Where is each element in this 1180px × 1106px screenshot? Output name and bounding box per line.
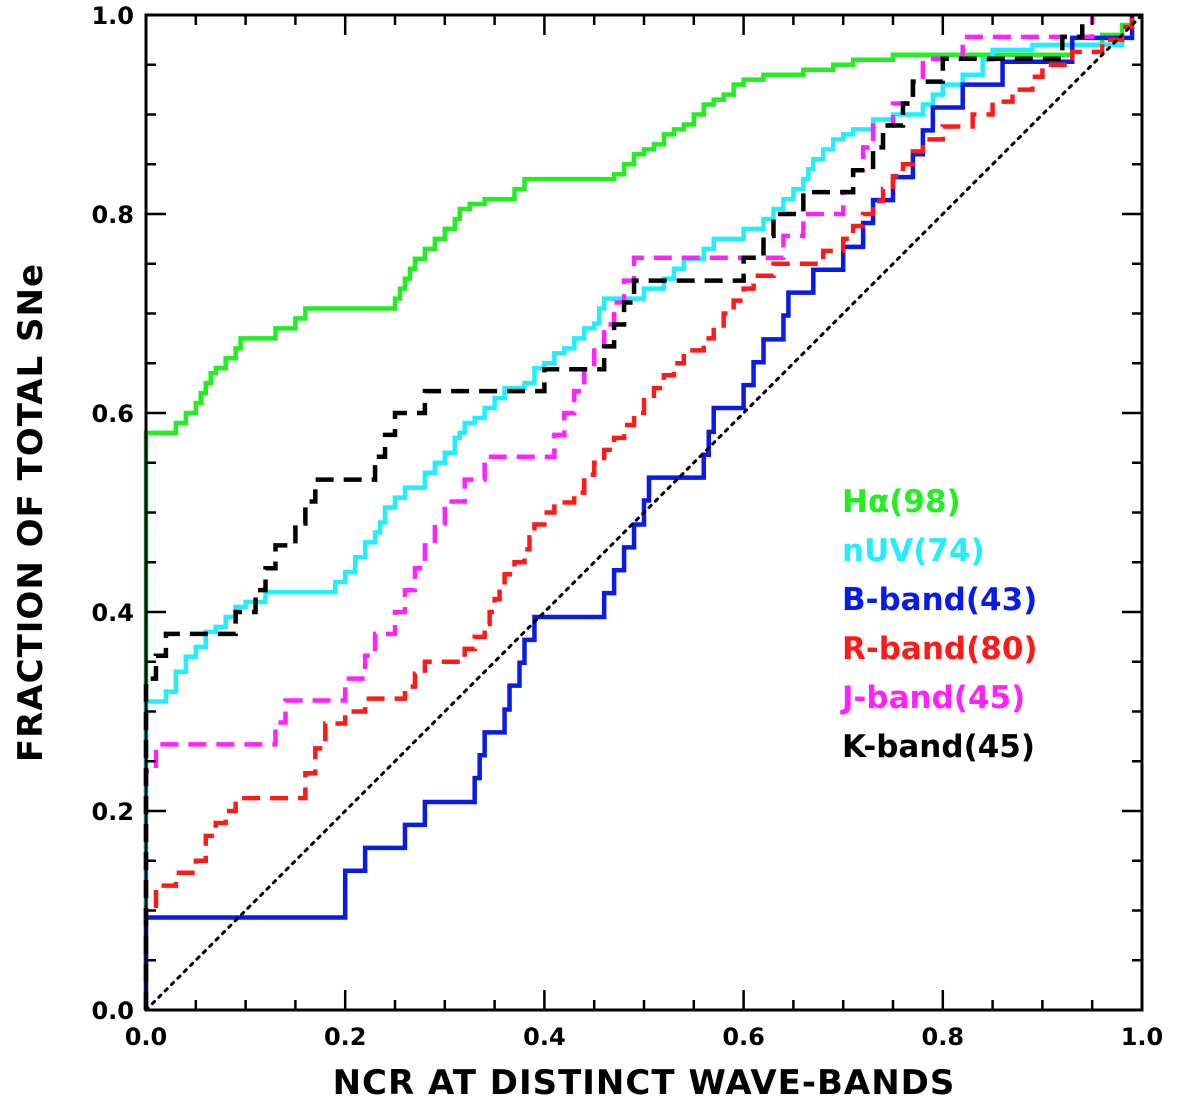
y-tick-label: 0.2 bbox=[91, 798, 134, 826]
series-line-2 bbox=[143, 15, 1135, 1010]
x-tick-label: 0.8 bbox=[922, 1023, 965, 1051]
labels-layer: 0.0 0.2 0.4 0.6 0.8 1.0 0.0 0.2 0.4 0.6 0.8 1.0 bbox=[91, 2, 1163, 1051]
legend-entry-3: R-band(80) bbox=[842, 631, 1038, 667]
series-line-4 bbox=[143, 15, 1095, 1010]
legend: Hα(98) nUV(74) B-band(43) R-band(80) J-band(… bbox=[840, 484, 1038, 765]
series-line-3 bbox=[143, 15, 1135, 1010]
x-tick-label: 0.6 bbox=[722, 1023, 765, 1051]
y-tick-label: 1.0 bbox=[91, 2, 134, 30]
series-line-6 bbox=[144, 13, 1144, 1012]
series-line-5 bbox=[143, 15, 1085, 1010]
x-tick-label: 0.4 bbox=[523, 1023, 566, 1051]
legend-entry-4: J-band(45) bbox=[840, 680, 1025, 716]
y-axis-title: FRACTION OF TOTAL SNe bbox=[11, 263, 51, 762]
series-line-1 bbox=[143, 34, 1125, 1010]
x-tick-label: 0.2 bbox=[324, 1023, 367, 1051]
y-tick-label: 0.4 bbox=[91, 599, 134, 627]
legend-entry-1: nUV(74) bbox=[842, 533, 985, 569]
y-tick-label: 0.6 bbox=[91, 400, 134, 428]
x-tick-label: 1.0 bbox=[1121, 1023, 1164, 1051]
y-tick-label: 0.8 bbox=[91, 201, 134, 229]
series-layer bbox=[143, 13, 1144, 1012]
legend-entry-5: K-band(45) bbox=[842, 729, 1035, 765]
y-tick-label: 0.0 bbox=[91, 997, 134, 1025]
series-line-0 bbox=[143, 15, 1135, 1010]
ticks-layer bbox=[144, 13, 1144, 1012]
x-tick-label: 0.0 bbox=[125, 1023, 168, 1051]
legend-entry-0: Hα(98) bbox=[842, 484, 961, 520]
x-axis-title: NCR AT DISTINCT WAVE-BANDS bbox=[333, 1063, 956, 1103]
legend-entry-2: B-band(43) bbox=[842, 582, 1037, 618]
